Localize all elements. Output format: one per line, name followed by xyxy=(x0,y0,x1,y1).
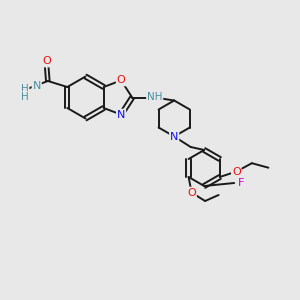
Text: H: H xyxy=(21,83,28,94)
Text: H: H xyxy=(21,92,28,102)
Text: O: O xyxy=(187,188,196,198)
Text: O: O xyxy=(232,167,241,177)
Text: O: O xyxy=(117,75,125,85)
Text: F: F xyxy=(238,178,244,188)
Text: N: N xyxy=(117,110,125,120)
Text: N: N xyxy=(32,81,41,91)
Text: N: N xyxy=(170,131,178,142)
Text: O: O xyxy=(42,56,51,67)
Text: NH: NH xyxy=(147,92,162,103)
